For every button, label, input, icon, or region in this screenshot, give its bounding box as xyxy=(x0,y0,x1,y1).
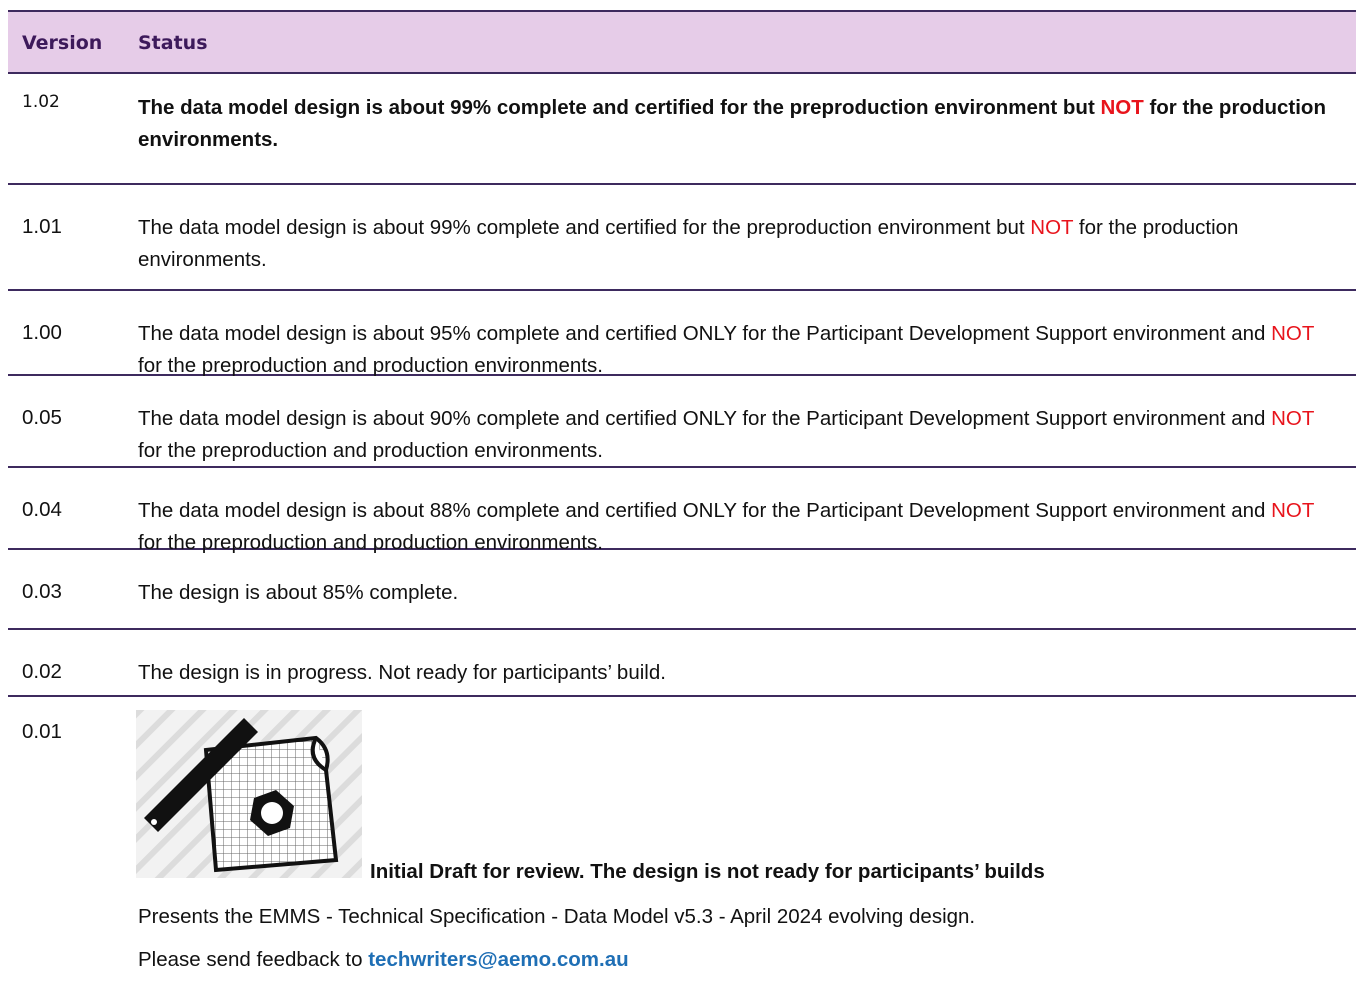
highlight: NOT xyxy=(1271,499,1315,522)
status-text: The data model design is about 99% compl… xyxy=(138,216,1031,239)
version: 0.03 xyxy=(22,580,62,603)
table-row: 1.02 The data model design is about 99% c… xyxy=(8,72,1356,185)
status: The design is in progress. Not ready for… xyxy=(138,657,1338,689)
table-row: 1.00 The data model design is about 95% c… xyxy=(8,291,1356,377)
table-row: 0.04 The data model design is about 88% c… xyxy=(8,468,1356,554)
highlight: NOT xyxy=(1271,322,1315,345)
status-text: The data model design is about 88% compl… xyxy=(138,499,1272,522)
status: The data model design is about 90% compl… xyxy=(138,403,1338,467)
status-text: The data model design is about 90% compl… xyxy=(138,407,1272,430)
table-row: 0.03 The design is about 85% complete. xyxy=(8,550,1356,630)
status: The design is about 85% complete. xyxy=(138,577,1338,609)
version: 0.05 xyxy=(22,406,62,429)
design-icon xyxy=(136,710,362,878)
version: 0.01 xyxy=(22,720,62,743)
header-cell: Version xyxy=(22,32,103,54)
status-text: for the production environments. xyxy=(138,96,1326,151)
table-row: 1.01 The data model design is about 99% c… xyxy=(8,185,1356,291)
table-header: Version Status xyxy=(8,10,1356,74)
table-row: 0.02 The design is in progress. Not ready… xyxy=(8,630,1356,697)
highlight: NOT xyxy=(1100,96,1144,119)
status: The data model design is about 99% compl… xyxy=(138,92,1338,156)
status-text: for the preproduction and production env… xyxy=(138,354,603,377)
status-text: The design is about 85% complete. xyxy=(138,581,459,604)
version: 1.01 xyxy=(22,215,62,238)
highlight: NOT xyxy=(1271,407,1315,430)
highlight: NOT xyxy=(1030,216,1074,239)
status-text: for the production environments. xyxy=(138,216,1239,271)
status-text: The data model design is about 99% compl… xyxy=(138,96,1101,119)
status-text: for the preproduction and production env… xyxy=(138,439,603,462)
version: 1.00 xyxy=(22,321,62,344)
caption: Initial Draft for review. The design is … xyxy=(370,860,1045,883)
version: 1.02 xyxy=(22,92,60,112)
status: The data model design is about 88% compl… xyxy=(138,495,1338,559)
status-text: The design is in progress. Not ready for… xyxy=(138,661,666,684)
status: The data model design is about 95% compl… xyxy=(138,318,1338,382)
version: 0.02 xyxy=(22,660,62,683)
feedback-text: Please send feedback to xyxy=(138,948,363,971)
email-link[interactable]: techwriters@aemo.com.au xyxy=(368,948,629,971)
version: 0.04 xyxy=(22,498,62,521)
feedback: Please send feedback to techwriters@aemo… xyxy=(138,948,629,972)
header-cell: Status xyxy=(138,32,208,54)
status-text: The data model design is about 95% compl… xyxy=(138,322,1272,345)
status: The data model design is about 99% compl… xyxy=(138,212,1338,276)
table-row: 0.05 The data model design is about 90% c… xyxy=(8,376,1356,468)
status-text: for the preproduction and production env… xyxy=(138,531,603,554)
description: Presents the EMMS - Technical Specificat… xyxy=(138,905,976,928)
